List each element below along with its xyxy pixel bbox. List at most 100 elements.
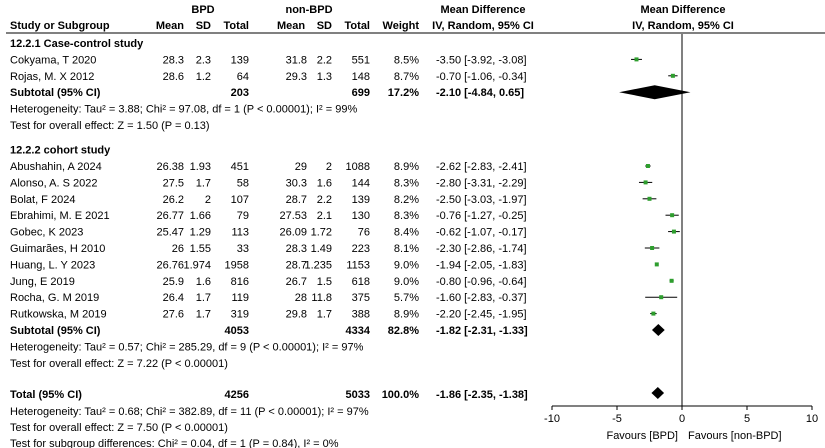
study-11-mean1: 27.6: [163, 309, 184, 321]
study-5-mean1: 26.77: [156, 210, 184, 222]
study-5-total1: 79: [237, 210, 249, 222]
study-8-total2: 1153: [346, 259, 370, 271]
study-5-sd1: 1.66: [190, 210, 211, 222]
overall-effect-1: Test for overall effect: Z = 7.22 (P < 0…: [10, 358, 228, 370]
x-tick-label-1: -5: [612, 413, 622, 425]
plot-title: Mean Difference: [641, 4, 726, 16]
study-marker-0: [634, 57, 639, 62]
study-3-total1: 58: [237, 177, 249, 189]
total-ci: -1.86 [-2.35, -1.38]: [436, 389, 528, 401]
study-9-ci: -0.80 [-0.96, -0.64]: [436, 276, 527, 288]
study-11-label: Rutkowska, M 2019: [10, 309, 107, 321]
study-11-sd1: 1.7: [196, 309, 211, 321]
study-8-mean1: 26.76: [156, 259, 184, 271]
study-marker-5: [670, 213, 675, 218]
total-total1: 4256: [225, 389, 249, 401]
study-10-sd1: 1.7: [196, 292, 211, 304]
study-4-mean2: 28.7: [286, 194, 307, 206]
subtotal-0-weight: 17.2%: [388, 87, 419, 99]
study-7-mean2: 28.3: [286, 243, 307, 255]
study-7-total1: 33: [237, 243, 249, 255]
subtotal-1-label: Subtotal (95% CI): [10, 325, 101, 337]
subgroup-title-0: 12.2.1 Case-control study: [10, 38, 144, 50]
study-7-weight: 8.1%: [394, 243, 419, 255]
study-8-total1: 1958: [225, 259, 249, 271]
heterogeneity-1: Heterogeneity: Tau² = 0.57; Chi² = 285.2…: [10, 341, 364, 353]
study-3-mean1: 27.5: [163, 177, 184, 189]
study-10-sd2: 11.8: [311, 292, 332, 304]
study-marker-4: [647, 196, 652, 201]
subtotal-0-label: Subtotal (95% CI): [10, 87, 101, 99]
study-7-sd2: 1.49: [311, 243, 332, 255]
study-11-total1: 319: [231, 309, 249, 321]
study-marker-1: [670, 73, 675, 78]
study-1-mean1: 28.6: [163, 71, 184, 83]
study-6-total1: 113: [231, 227, 249, 239]
study-9-mean2: 26.7: [286, 276, 307, 288]
group2-header: non-BPD: [285, 4, 332, 16]
study-9-label: Jung, E 2019: [10, 276, 75, 288]
study-2-total2: 1088: [346, 161, 370, 173]
study-0-total2: 551: [352, 54, 370, 66]
subtotal-diamond-1: [651, 324, 665, 336]
study-1-total1: 64: [237, 71, 249, 83]
heterogeneity-0: Heterogeneity: Tau² = 3.88; Chi² = 97.08…: [10, 104, 357, 116]
study-3-weight: 8.3%: [394, 177, 419, 189]
study-marker-6: [671, 229, 676, 234]
x-tick-label-3: 5: [744, 413, 750, 425]
study-11-weight: 8.9%: [394, 309, 419, 321]
col-sd2-header: SD: [317, 20, 332, 32]
study-5-weight: 8.3%: [394, 210, 419, 222]
subgroup-title-1: 12.2.2 cohort study: [10, 145, 111, 157]
study-4-sd1: 2: [205, 194, 211, 206]
study-4-sd2: 2.2: [317, 194, 332, 206]
study-1-ci: -0.70 [-1.06, -0.34]: [436, 71, 527, 83]
study-10-weight: 5.7%: [394, 292, 419, 304]
study-2-sd1: 1.93: [190, 161, 211, 173]
study-11-total2: 388: [352, 309, 370, 321]
study-0-sd2: 2.2: [317, 54, 332, 66]
study-0-total1: 139: [231, 54, 249, 66]
col-weight-header: Weight: [383, 20, 420, 32]
study-6-label: Gobec, K 2023: [10, 227, 83, 239]
study-7-mean1: 26: [172, 243, 184, 255]
study-4-mean1: 26.2: [163, 194, 184, 206]
subgroup-differences: Test for subgroup differences: Chi² = 0.…: [10, 438, 339, 448]
study-marker-7: [650, 246, 655, 250]
study-marker-10: [659, 295, 664, 300]
study-5-ci: -0.76 [-1.27, -0.25]: [436, 210, 527, 222]
study-9-sd1: 1.6: [196, 276, 211, 288]
study-10-ci: -1.60 [-2.83, -0.37]: [436, 292, 527, 304]
favours-right: Favours [non-BPD]: [688, 430, 782, 442]
total-total2: 5033: [346, 389, 370, 401]
study-6-weight: 8.4%: [394, 227, 419, 239]
study-1-sd1: 1.2: [196, 71, 211, 83]
subtotal-1-ci: -1.82 [-2.31, -1.33]: [436, 325, 528, 337]
study-4-total2: 139: [352, 194, 370, 206]
study-8-sd1: 1.974: [183, 259, 211, 271]
study-0-ci: -3.50 [-3.92, -3.08]: [436, 54, 527, 66]
study-9-weight: 9.0%: [394, 276, 419, 288]
study-5-total2: 130: [352, 210, 370, 222]
study-4-label: Bolat, F 2024: [10, 194, 75, 206]
study-1-mean2: 29.3: [286, 71, 307, 83]
study-3-ci: -2.80 [-3.31, -2.29]: [436, 177, 527, 189]
subtotal-0-ci: -2.10 [-4.84, 0.65]: [436, 87, 524, 99]
study-6-mean1: 25.47: [156, 227, 184, 239]
overall-effect-0: Test for overall effect: Z = 1.50 (P = 0…: [10, 120, 210, 132]
study-9-total1: 816: [231, 276, 249, 288]
study-4-weight: 8.2%: [394, 194, 419, 206]
effect-method: IV, Random, 95% CI: [432, 20, 534, 32]
study-10-total2: 375: [352, 292, 370, 304]
study-9-mean1: 25.9: [163, 276, 184, 288]
study-9-total2: 618: [352, 276, 370, 288]
subtotal-1-weight: 82.8%: [388, 325, 419, 337]
study-8-weight: 9.0%: [394, 259, 419, 271]
group1-header: BPD: [191, 4, 214, 16]
study-7-label: Guimarães, H 2010: [10, 243, 105, 255]
col-total1-header: Total: [224, 20, 249, 32]
study-2-total1: 451: [231, 161, 249, 173]
col-total2-header: Total: [345, 20, 370, 32]
study-1-sd2: 1.3: [317, 71, 332, 83]
study-marker-11: [651, 311, 656, 316]
